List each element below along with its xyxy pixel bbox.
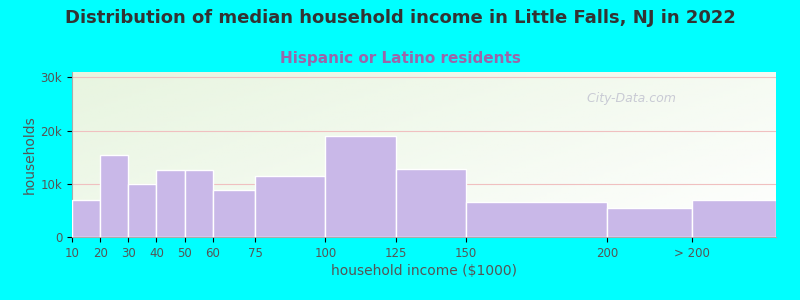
Bar [128,184,157,237]
Text: City-Data.com: City-Data.com [579,92,676,105]
Text: Hispanic or Latino residents: Hispanic or Latino residents [279,51,521,66]
Bar [213,190,255,237]
Bar [326,136,396,237]
Bar [185,170,213,237]
Bar [466,202,607,237]
Bar [607,208,691,237]
Bar [72,200,100,237]
Bar [100,154,128,237]
Bar [255,176,326,237]
Bar [396,169,466,237]
Y-axis label: households: households [22,115,36,194]
Text: Distribution of median household income in Little Falls, NJ in 2022: Distribution of median household income … [65,9,735,27]
X-axis label: household income ($1000): household income ($1000) [331,264,517,278]
Bar [157,170,185,237]
Bar [691,200,776,237]
